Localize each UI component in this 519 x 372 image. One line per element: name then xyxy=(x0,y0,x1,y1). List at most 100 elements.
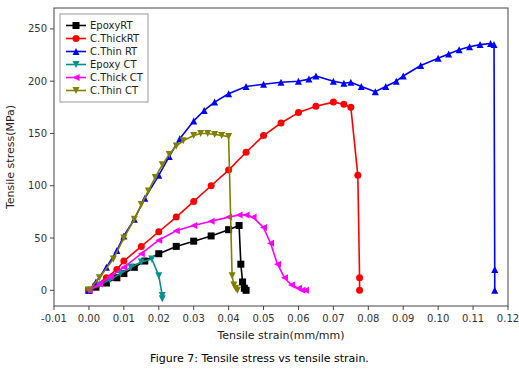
point xyxy=(138,259,145,266)
point xyxy=(190,117,197,124)
x-tick-label: 0.03 xyxy=(183,313,205,324)
point xyxy=(159,295,166,302)
point xyxy=(155,272,162,279)
y-axis: 050100150200250 xyxy=(28,23,54,295)
legend-box xyxy=(60,14,148,102)
point xyxy=(145,187,152,194)
x-tick xyxy=(403,306,404,310)
x-tick xyxy=(123,306,124,310)
point xyxy=(204,130,211,137)
point xyxy=(190,198,197,205)
y-tick xyxy=(50,81,54,82)
point xyxy=(267,240,274,247)
point xyxy=(159,161,166,168)
point xyxy=(466,43,473,50)
legend-marker xyxy=(73,48,80,55)
legend-label: C.Thin CT xyxy=(90,85,139,96)
point xyxy=(173,143,180,150)
point xyxy=(234,287,241,294)
x-axis-label: Tensile strain(mm/mm) xyxy=(216,329,344,342)
x-tick-label: 0.04 xyxy=(217,313,239,324)
point xyxy=(85,287,92,294)
point xyxy=(491,266,498,273)
series-line xyxy=(89,215,306,290)
series-line xyxy=(89,102,360,290)
x-tick-label: 0.12 xyxy=(497,313,519,324)
legend-marker xyxy=(73,35,80,42)
series-markers xyxy=(85,222,249,294)
point xyxy=(417,62,424,69)
point xyxy=(120,264,127,271)
legend-marker xyxy=(73,61,80,68)
point xyxy=(340,101,347,108)
point xyxy=(208,232,215,239)
x-tick xyxy=(438,306,439,310)
point xyxy=(180,137,187,144)
x-tick-label: 0.00 xyxy=(78,313,100,324)
legend-marker xyxy=(73,74,80,81)
point xyxy=(110,255,117,262)
point xyxy=(229,272,236,279)
point xyxy=(274,261,281,268)
x-tick xyxy=(263,306,264,310)
point xyxy=(491,287,498,294)
x-tick xyxy=(473,306,474,310)
point xyxy=(225,90,232,97)
x-tick-label: 0.05 xyxy=(252,313,274,324)
y-tick xyxy=(50,290,54,291)
point xyxy=(201,107,208,114)
point xyxy=(278,120,285,127)
point xyxy=(302,287,309,294)
point xyxy=(131,216,138,223)
point xyxy=(208,218,215,225)
point xyxy=(85,287,92,294)
point xyxy=(190,222,197,229)
x-tick xyxy=(508,306,509,310)
point xyxy=(278,79,285,86)
point xyxy=(96,274,103,281)
y-tick xyxy=(50,238,54,239)
point xyxy=(155,250,162,257)
legend-label: EpoxyRT xyxy=(90,20,134,31)
x-tick-label: 0.07 xyxy=(322,313,344,324)
chart: -0.010.000.010.020.030.040.050.060.070.0… xyxy=(0,0,519,372)
point xyxy=(243,149,250,156)
legend-label: C.ThickRT xyxy=(90,33,140,44)
x-tick xyxy=(333,306,334,310)
point xyxy=(260,224,267,231)
point xyxy=(295,109,302,116)
title: Figure 7: Tensile stress vs tensile stra… xyxy=(150,352,369,365)
x-tick xyxy=(88,306,89,310)
y-axis-label: Tensile stress(MPa) xyxy=(4,105,17,210)
point xyxy=(236,212,243,219)
series-line xyxy=(89,44,495,291)
point xyxy=(312,103,319,110)
x-tick xyxy=(54,306,55,310)
point xyxy=(382,83,389,90)
point xyxy=(138,201,145,208)
legend-marker xyxy=(73,87,80,94)
x-tick xyxy=(193,306,194,310)
x-tick-label: 0.06 xyxy=(287,313,309,324)
x-tick-label: -0.01 xyxy=(41,313,67,324)
point xyxy=(197,130,204,137)
point xyxy=(166,151,173,158)
point xyxy=(85,287,92,294)
y-tick-label: 200 xyxy=(28,76,47,87)
point xyxy=(356,274,363,281)
point xyxy=(148,255,155,262)
point xyxy=(152,174,159,181)
point xyxy=(173,214,180,221)
point xyxy=(435,55,442,62)
point xyxy=(477,41,484,48)
legend: EpoxyRTC.ThickRTC.Thin RTEpoxy CTC.Thick… xyxy=(60,14,148,102)
x-tick-label: 0.11 xyxy=(462,313,484,324)
x-tick xyxy=(298,306,299,310)
y-tick-label: 250 xyxy=(28,23,47,34)
point xyxy=(239,278,246,285)
point xyxy=(312,72,319,79)
point xyxy=(347,104,354,111)
point xyxy=(250,214,257,221)
y-tick xyxy=(50,185,54,186)
point xyxy=(393,78,400,85)
